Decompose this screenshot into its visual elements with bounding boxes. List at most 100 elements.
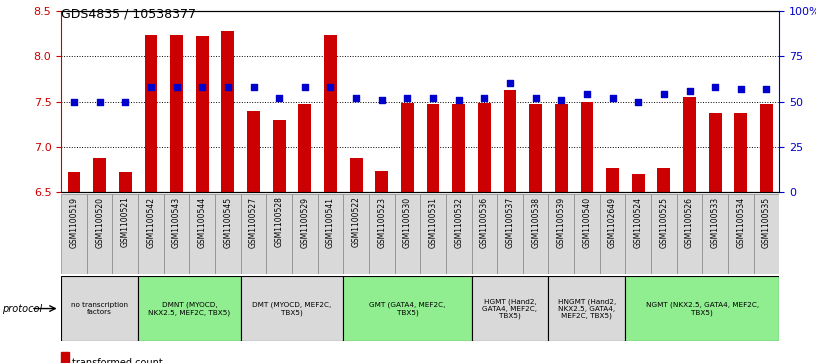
Bar	[472, 276, 548, 341]
Text: GSM1100536: GSM1100536	[480, 197, 489, 248]
Bar	[651, 194, 676, 274]
Point	[580, 91, 593, 97]
Bar	[369, 194, 395, 274]
Text: GSM1100524: GSM1100524	[634, 197, 643, 248]
Bar	[427, 105, 440, 192]
Bar	[86, 194, 113, 274]
Text: GSM1100539: GSM1100539	[557, 197, 565, 248]
Text: DMNT (MYOCD,
NKX2.5, MEF2C, TBX5): DMNT (MYOCD, NKX2.5, MEF2C, TBX5)	[149, 302, 230, 315]
Text: GSM1100525: GSM1100525	[659, 197, 668, 248]
Bar	[600, 194, 625, 274]
Text: GSM1100529: GSM1100529	[300, 197, 309, 248]
Text: GSM1100527: GSM1100527	[249, 197, 258, 248]
Text: GSM1100532: GSM1100532	[455, 197, 463, 248]
Bar	[658, 168, 670, 192]
Text: GSM1100538: GSM1100538	[531, 197, 540, 248]
Text: HGMT (Hand2,
GATA4, MEF2C,
TBX5): HGMT (Hand2, GATA4, MEF2C, TBX5)	[482, 298, 538, 319]
Point	[503, 81, 517, 86]
Point	[375, 97, 388, 103]
Text: GSM1100535: GSM1100535	[762, 197, 771, 248]
Bar	[119, 171, 131, 192]
Point	[478, 95, 491, 101]
Bar	[420, 194, 446, 274]
Text: protocol: protocol	[2, 303, 42, 314]
Bar	[138, 276, 241, 341]
Point	[658, 91, 671, 97]
Point	[349, 95, 362, 101]
Bar	[523, 194, 548, 274]
Bar	[241, 276, 344, 341]
Bar	[93, 158, 106, 192]
Text: transformed count: transformed count	[72, 358, 162, 363]
Point	[119, 99, 132, 105]
Point	[427, 95, 440, 101]
Point	[760, 86, 773, 92]
Bar	[446, 194, 472, 274]
Bar	[344, 194, 369, 274]
Text: GSM1100520: GSM1100520	[95, 197, 104, 248]
Bar	[113, 194, 138, 274]
Text: GSM1100526: GSM1100526	[685, 197, 694, 248]
Bar	[676, 194, 703, 274]
Bar	[478, 103, 490, 192]
Point	[401, 95, 414, 101]
Bar	[241, 194, 266, 274]
Bar	[395, 194, 420, 274]
Point	[683, 88, 696, 94]
Bar	[266, 194, 292, 274]
Bar	[317, 194, 344, 274]
Text: GSM1100530: GSM1100530	[403, 197, 412, 248]
Text: no transcription
factors: no transcription factors	[71, 302, 128, 315]
Bar	[734, 113, 747, 192]
Bar	[171, 35, 183, 192]
Text: GSM1100522: GSM1100522	[352, 197, 361, 248]
Bar	[497, 194, 523, 274]
Text: GSM1100531: GSM1100531	[428, 197, 437, 248]
Bar	[164, 194, 189, 274]
Point	[144, 84, 157, 90]
Bar	[61, 352, 69, 363]
Text: GSM1102649: GSM1102649	[608, 197, 617, 248]
Bar	[503, 90, 517, 192]
Text: GSM1100534: GSM1100534	[736, 197, 745, 248]
Bar	[324, 35, 337, 192]
Bar	[375, 171, 388, 192]
Point	[606, 95, 619, 101]
Text: HNGMT (Hand2,
NKX2.5, GATA4,
MEF2C, TBX5): HNGMT (Hand2, NKX2.5, GATA4, MEF2C, TBX5…	[558, 298, 616, 319]
Bar	[548, 276, 625, 341]
Bar	[350, 158, 362, 192]
Text: DMT (MYOCD, MEF2C,
TBX5): DMT (MYOCD, MEF2C, TBX5)	[252, 302, 331, 315]
Point	[247, 84, 260, 90]
Bar	[189, 194, 215, 274]
Point	[273, 95, 286, 101]
Bar	[555, 105, 568, 192]
Bar	[138, 194, 164, 274]
Bar	[580, 102, 593, 192]
Point	[708, 84, 721, 90]
Point	[221, 84, 234, 90]
Text: GSM1100533: GSM1100533	[711, 197, 720, 248]
Point	[452, 97, 465, 103]
Bar	[247, 111, 260, 192]
Bar	[292, 194, 317, 274]
Bar	[683, 97, 696, 192]
Text: GSM1100542: GSM1100542	[146, 197, 156, 248]
Bar	[760, 105, 773, 192]
Bar	[215, 194, 241, 274]
Text: GSM1100544: GSM1100544	[197, 197, 206, 248]
Text: GSM1100540: GSM1100540	[583, 197, 592, 248]
Text: GSM1100543: GSM1100543	[172, 197, 181, 248]
Bar	[625, 276, 779, 341]
Text: GDS4835 / 10538377: GDS4835 / 10538377	[61, 7, 196, 20]
Bar	[344, 276, 472, 341]
Bar	[530, 105, 542, 192]
Bar	[754, 194, 779, 274]
Bar	[144, 35, 157, 192]
Bar	[625, 194, 651, 274]
Point	[68, 99, 81, 105]
Text: GSM1100528: GSM1100528	[275, 197, 284, 248]
Bar	[221, 31, 234, 192]
Point	[734, 86, 747, 92]
Bar	[196, 36, 209, 192]
Point	[170, 84, 183, 90]
